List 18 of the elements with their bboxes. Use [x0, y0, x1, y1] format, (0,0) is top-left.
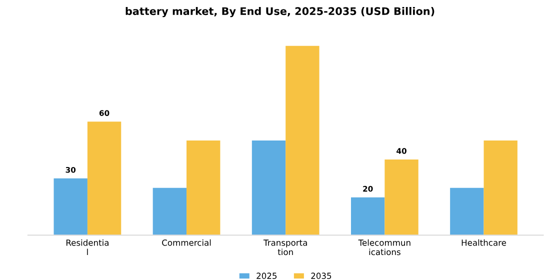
- bar: [450, 188, 484, 236]
- legend-label: 2025: [256, 272, 277, 279]
- bar: [87, 122, 122, 236]
- bar: [152, 188, 187, 236]
- bar: [286, 46, 320, 236]
- chart-title: battery market, By End Use, 2025-2035 (USD Billion): [126, 7, 434, 18]
- x-tick-label: Commercial: [162, 239, 211, 246]
- bar: [252, 140, 286, 236]
- bar: [186, 140, 220, 236]
- bar: [350, 197, 385, 236]
- bar: [54, 178, 88, 236]
- bar: [384, 159, 418, 236]
- legend-label: 2035: [311, 272, 332, 279]
- x-tick-label: Healthcare: [462, 239, 506, 246]
- bar: [484, 140, 518, 236]
- x-tick-label: Residentia l: [66, 239, 108, 256]
- x-tick-label: Telecommun ications: [358, 239, 410, 256]
- x-tick-label: Transporta tion: [263, 240, 307, 256]
